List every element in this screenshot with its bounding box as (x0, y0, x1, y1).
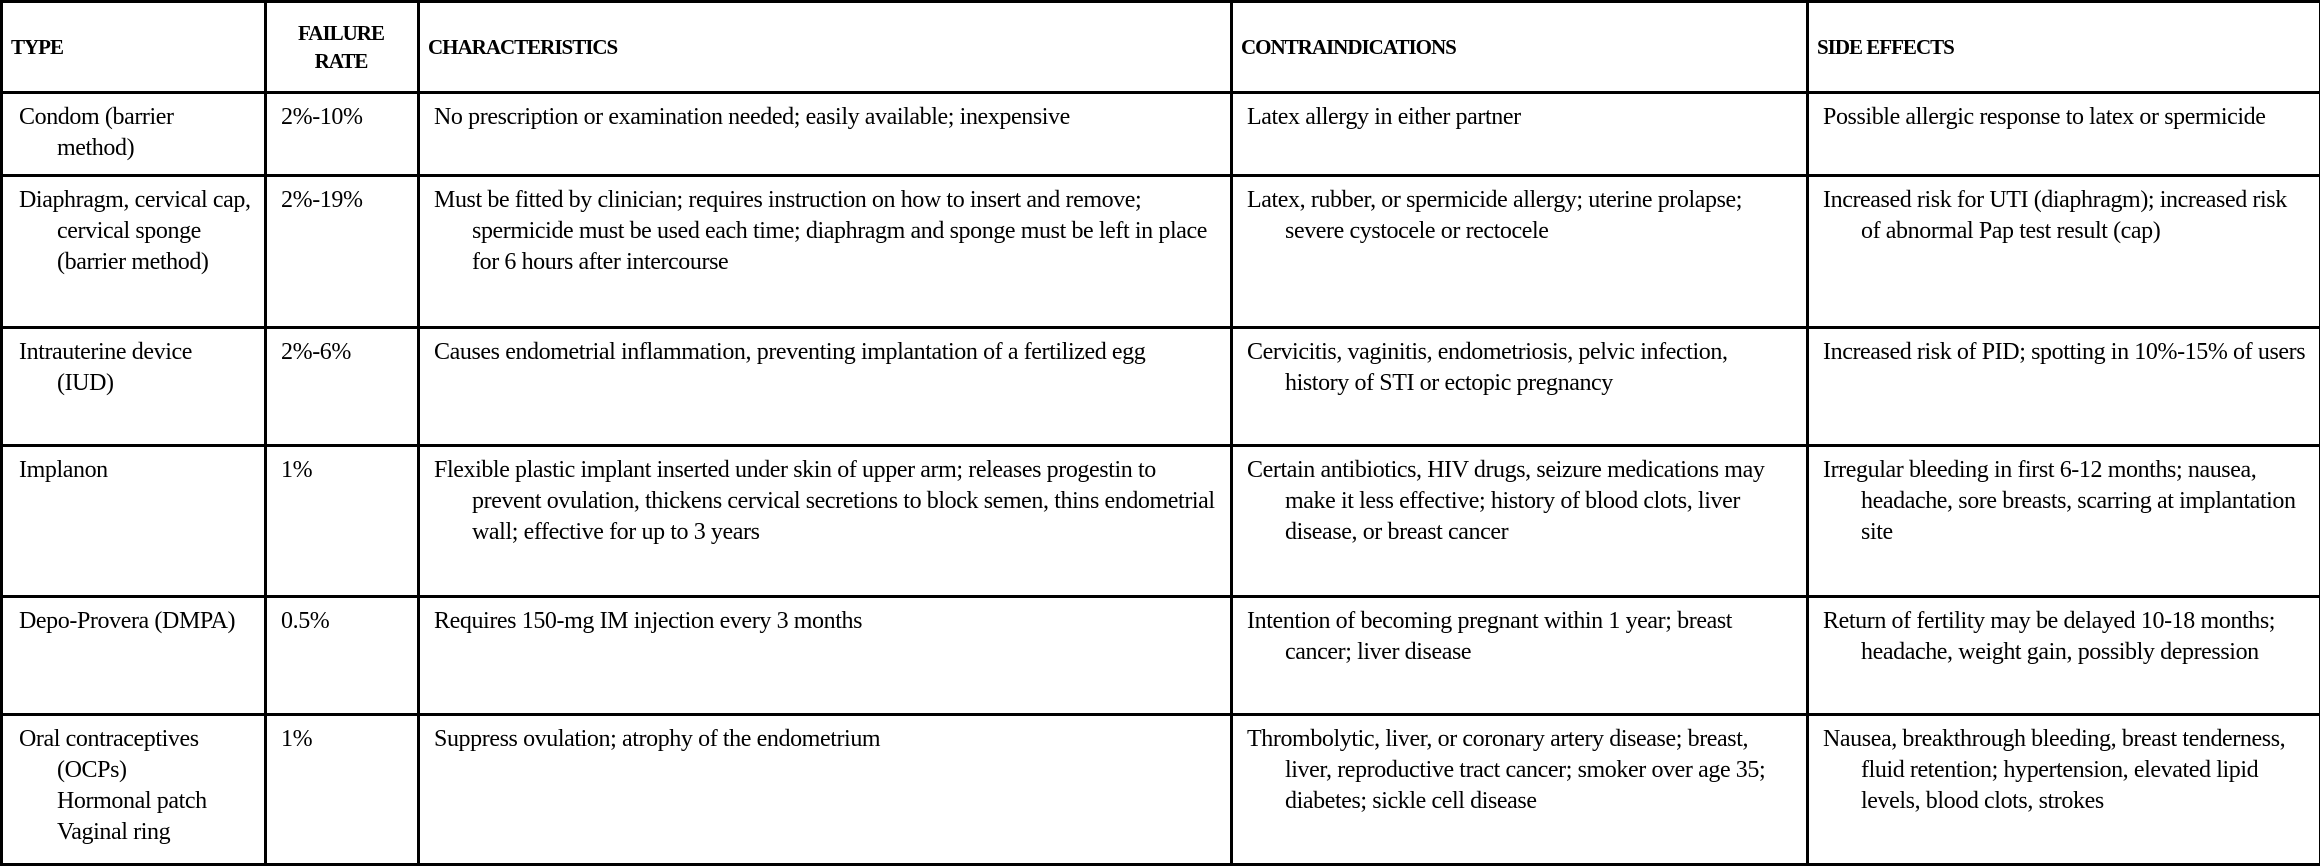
characteristics-cell: Flexible plastic implant inserted under … (417, 444, 1233, 598)
cell-text: Certain antibiotics, HIV drugs, seizure … (1247, 457, 1765, 545)
header-characteristics: CHARACTERISTICS (417, 0, 1233, 94)
cell-text: Intrauterine device (IUD) (19, 339, 192, 396)
table-row: Oral contraceptives (OCPs) Hormonal patch… (0, 713, 2320, 866)
cell-text: Cervicitis, vaginitis, endometriosis, pe… (1247, 339, 1728, 396)
cell-text: 1% (281, 726, 313, 752)
cell-text: Flexible plastic implant inserted under … (434, 457, 1215, 545)
cell-text: Latex allergy in either partner (1247, 104, 1521, 130)
cell-text: 1% (281, 457, 313, 483)
failure-rate-cell: 2%-10% (264, 91, 420, 177)
cell-text: Latex, rubber, or spermicide allergy; ut… (1247, 187, 1743, 244)
table-row: Intrauterine device (IUD) 2%-6% Causes end… (0, 326, 2320, 447)
characteristics-cell: No prescription or examination needed; e… (417, 91, 1233, 177)
cell-text: Intention of becoming pregnant within 1 … (1247, 608, 1733, 665)
cell-text: Depo-Provera (DMPA) (19, 608, 236, 634)
failure-rate-cell: 0.5% (264, 595, 420, 716)
side-effects-cell: Increased risk of PID; spotting in 10%-1… (1806, 326, 2320, 447)
contraindications-cell: Certain antibiotics, HIV drugs, seizure … (1230, 444, 1809, 598)
cell-text: Implanon (19, 457, 108, 483)
cell-text: 0.5% (281, 608, 330, 634)
cell-text: Thrombolytic, liver, or coronary artery … (1247, 726, 1766, 814)
table-row: Implanon 1% Flexible plastic implant inser… (0, 444, 2320, 598)
cell-text: Condom (barrier method) (19, 104, 174, 161)
cell-text: Requires 150-mg IM injection every 3 mon… (434, 608, 863, 634)
type-cell: Oral contraceptives (OCPs) Hormonal patch… (0, 713, 267, 866)
cell-text: Return of fertility may be delayed 10-18… (1823, 608, 2276, 665)
table-row: Condom (barrier method) 2%-10% No prescrip… (0, 91, 2320, 177)
header-type: TYPE (0, 0, 267, 94)
table-row: Depo-Provera (DMPA) 0.5% Requires 150-mg I… (0, 595, 2320, 716)
cell-text: No prescription or examination needed; e… (434, 104, 1070, 130)
failure-rate-cell: 2%-19% (264, 174, 420, 329)
type-cell: Implanon (0, 444, 267, 598)
cell-text: Causes endometrial inflammation, prevent… (434, 339, 1146, 365)
cell-text: Possible allergic response to latex or s… (1823, 104, 2266, 130)
header-failure-rate: FAILURE RATE (264, 0, 420, 94)
header-row: TYPE FAILURE RATE CHARACTERISTICS CONTRA… (0, 0, 2320, 94)
cell-text: 2%-10% (281, 104, 363, 130)
side-effects-cell: Irregular bleeding in first 6-12 months;… (1806, 444, 2320, 598)
side-effects-cell: Return of fertility may be delayed 10-18… (1806, 595, 2320, 716)
failure-rate-cell: 2%-6% (264, 326, 420, 447)
header-side-effects: SIDE EFFECTS (1806, 0, 2320, 94)
characteristics-cell: Must be fitted by clinician; requires in… (417, 174, 1233, 329)
side-effects-cell: Increased risk for UTI (diaphragm); incr… (1806, 174, 2320, 329)
contraindications-cell: Latex, rubber, or spermicide allergy; ut… (1230, 174, 1809, 329)
cell-text: Increased risk of PID; spotting in 10%-1… (1823, 339, 2306, 365)
cell-text: Diaphragm, cervical cap, cervical sponge… (19, 187, 251, 275)
type-cell: Intrauterine device (IUD) (0, 326, 267, 447)
contraindications-cell: Intention of becoming pregnant within 1 … (1230, 595, 1809, 716)
cell-text: Irregular bleeding in first 6-12 months;… (1823, 457, 2296, 545)
side-effects-cell: Nausea, breakthrough bleeding, breast te… (1806, 713, 2320, 866)
contraindications-cell: Thrombolytic, liver, or coronary artery … (1230, 713, 1809, 866)
contraindications-cell: Latex allergy in either partner (1230, 91, 1809, 177)
characteristics-cell: Causes endometrial inflammation, prevent… (417, 326, 1233, 447)
cell-text: 2%-19% (281, 187, 363, 213)
cell-text: Oral contraceptives (OCPs) Hormonal patch… (19, 726, 207, 845)
characteristics-cell: Suppress ovulation; atrophy of the endom… (417, 713, 1233, 866)
characteristics-cell: Requires 150-mg IM injection every 3 mon… (417, 595, 1233, 716)
header-contraindications: CONTRAINDICATIONS (1230, 0, 1809, 94)
cell-text: Must be fitted by clinician; requires in… (434, 187, 1207, 275)
cell-text: Nausea, breakthrough bleeding, breast te… (1823, 726, 2286, 814)
cell-text: Suppress ovulation; atrophy of the endom… (434, 726, 881, 752)
side-effects-cell: Possible allergic response to latex or s… (1806, 91, 2320, 177)
type-cell: Condom (barrier method) (0, 91, 267, 177)
failure-rate-cell: 1% (264, 444, 420, 598)
type-cell: Diaphragm, cervical cap, cervical sponge… (0, 174, 267, 329)
contraindications-cell: Cervicitis, vaginitis, endometriosis, pe… (1230, 326, 1809, 447)
failure-rate-cell: 1% (264, 713, 420, 866)
cell-text: 2%-6% (281, 339, 351, 365)
table-row: Diaphragm, cervical cap, cervical sponge… (0, 174, 2320, 329)
cell-text: Increased risk for UTI (diaphragm); incr… (1823, 187, 2287, 244)
type-cell: Depo-Provera (DMPA) (0, 595, 267, 716)
